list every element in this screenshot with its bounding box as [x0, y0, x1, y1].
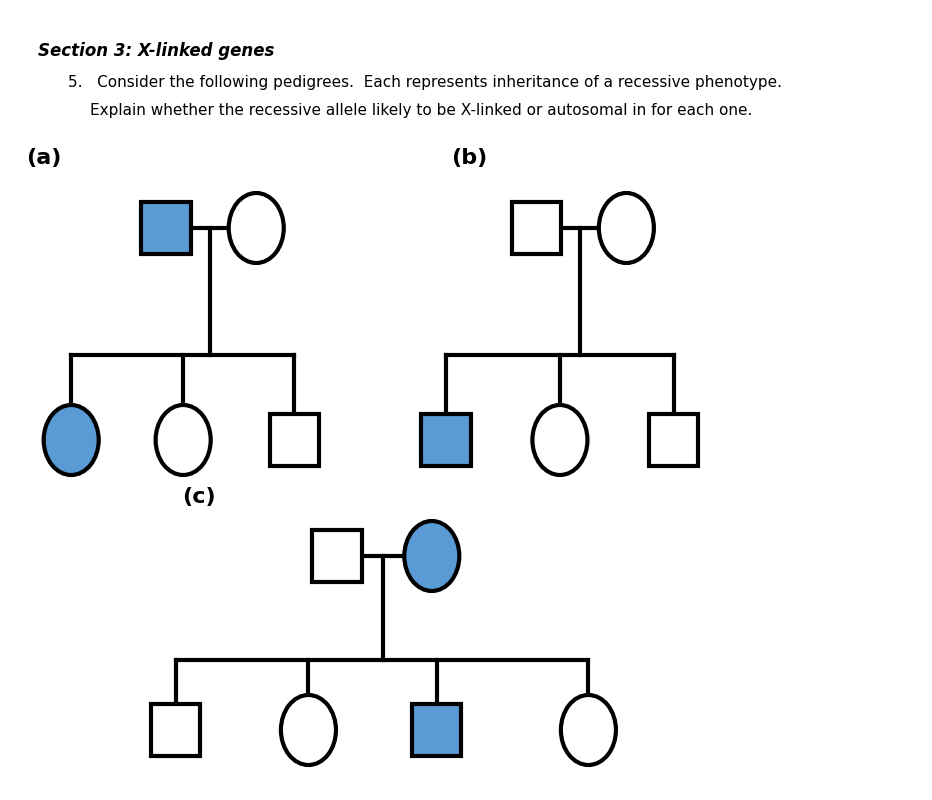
Ellipse shape: [561, 695, 616, 765]
Ellipse shape: [404, 521, 459, 591]
Bar: [142, 202, 191, 254]
Text: 5.   Consider the following pedigrees.  Each represents inheritance of a recessi: 5. Consider the following pedigrees. Eac…: [68, 75, 782, 90]
Bar: [151, 704, 200, 756]
Bar: [312, 530, 362, 582]
Bar: [269, 414, 319, 466]
Text: Section 3: X-linked genes: Section 3: X-linked genes: [38, 42, 274, 60]
Text: (c): (c): [183, 487, 216, 507]
Text: Explain whether the recessive allele likely to be X-linked or autosomal in for e: Explain whether the recessive allele lik…: [90, 103, 752, 118]
Text: (a): (a): [27, 148, 62, 168]
Ellipse shape: [599, 193, 654, 263]
Ellipse shape: [532, 405, 587, 475]
Ellipse shape: [156, 405, 211, 475]
Ellipse shape: [281, 695, 336, 765]
Bar: [412, 704, 461, 756]
Ellipse shape: [44, 405, 99, 475]
Bar: [512, 202, 561, 254]
Bar: [421, 414, 471, 466]
Bar: [650, 414, 698, 466]
Text: (b): (b): [451, 148, 487, 168]
Ellipse shape: [228, 193, 283, 263]
